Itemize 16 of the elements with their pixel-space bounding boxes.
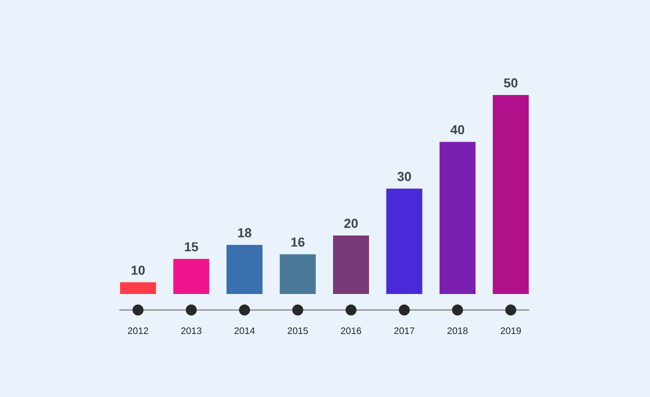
- data-label: 50: [504, 78, 518, 88]
- x-tick-label: 2015: [288, 327, 308, 334]
- data-label: 40: [450, 125, 464, 134]
- x-tick-label: 2018: [447, 327, 468, 334]
- x-tick-label: 2019: [500, 327, 521, 334]
- x-tick-label: 2016: [340, 327, 362, 334]
- x-tick-label: 2013: [181, 327, 202, 334]
- x-tick-label: 2012: [128, 327, 148, 334]
- data-label: 16: [291, 238, 305, 247]
- x-tick-label: 2014: [234, 327, 255, 334]
- data-label: 20: [344, 218, 358, 228]
- data-label: 18: [238, 228, 252, 238]
- x-tick-label: 2017: [394, 327, 414, 334]
- data-label: 30: [397, 172, 411, 182]
- data-label: 15: [184, 242, 198, 252]
- data-label: 10: [132, 266, 145, 275]
